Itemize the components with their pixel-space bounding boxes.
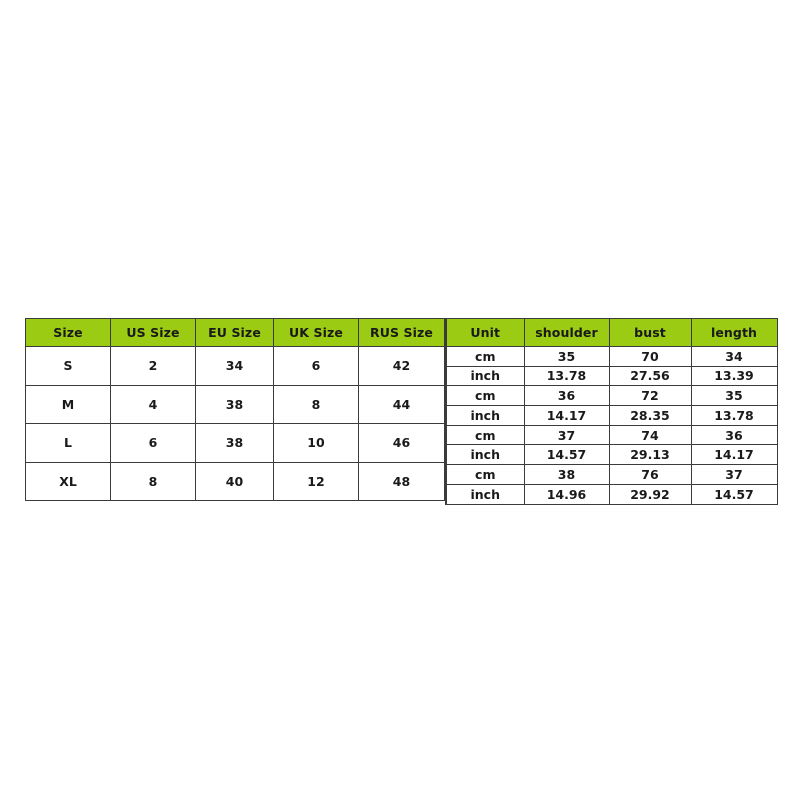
table-row: inch 14.57 29.13 14.17: [445, 444, 778, 466]
cell-eu-size: 38: [195, 423, 274, 463]
cell-shoulder: 38: [523, 464, 610, 485]
cell-unit: inch: [445, 365, 525, 387]
header-rus-size: RUS Size: [358, 318, 445, 347]
cell-us-size: 2: [110, 346, 196, 386]
cell-uk-size: 12: [273, 461, 359, 501]
cell-shoulder: 35: [523, 346, 610, 367]
cell-uk-size: 6: [273, 346, 359, 386]
cell-us-size: 8: [110, 461, 196, 501]
header-shoulder: shoulder: [523, 318, 610, 347]
cell-length: 14.57: [690, 483, 778, 505]
cell-shoulder: 37: [523, 424, 610, 446]
cell-unit: inch: [445, 483, 525, 505]
cell-rus-size: 42: [358, 346, 445, 386]
cell-unit: cm: [445, 385, 525, 407]
cell-length: 34: [690, 346, 778, 367]
cell-rus-size: 44: [358, 384, 445, 424]
header-eu-size: EU Size: [195, 318, 274, 347]
cell-bust: 72: [608, 385, 692, 407]
cell-eu-size: 34: [195, 346, 274, 386]
table-row: inch 14.17 28.35 13.78: [445, 405, 778, 426]
table-row: L 6 38 10 46: [25, 423, 445, 463]
table-row: inch 13.78 27.56 13.39: [445, 365, 778, 387]
table-row: inch 14.96 29.92 14.57: [445, 483, 778, 505]
cell-size: L: [25, 423, 111, 463]
header-us-size: US Size: [110, 318, 196, 347]
cell-shoulder: 14.57: [523, 444, 610, 466]
cell-length: 13.39: [690, 365, 778, 387]
cell-bust: 29.92: [608, 483, 692, 505]
cell-unit: cm: [445, 424, 525, 446]
header-uk-size: UK Size: [273, 318, 359, 347]
cell-unit: cm: [445, 346, 525, 367]
cell-bust: 28.35: [608, 405, 692, 426]
measurement-table-header-row: Unit shoulder bust length: [445, 318, 778, 347]
cell-rus-size: 46: [358, 423, 445, 463]
table-row: cm 36 72 35: [445, 385, 778, 407]
cell-bust: 27.56: [608, 365, 692, 387]
cell-uk-size: 8: [273, 384, 359, 424]
cell-us-size: 4: [110, 384, 196, 424]
cell-shoulder: 36: [523, 385, 610, 407]
cell-size: S: [25, 346, 111, 386]
table-row: cm 37 74 36: [445, 424, 778, 446]
cell-bust: 29.13: [608, 444, 692, 466]
cell-shoulder: 14.17: [523, 405, 610, 426]
cell-eu-size: 40: [195, 461, 274, 501]
cell-unit: inch: [445, 444, 525, 466]
cell-length: 13.78: [690, 405, 778, 426]
cell-unit: inch: [445, 405, 525, 426]
cell-size: XL: [25, 461, 111, 501]
size-chart: Size US Size EU Size UK Size RUS Size S …: [25, 318, 778, 505]
cell-us-size: 6: [110, 423, 196, 463]
cell-length: 37: [690, 464, 778, 485]
table-row: M 4 38 8 44: [25, 384, 445, 424]
cell-size: M: [25, 384, 111, 424]
table-row: S 2 34 6 42: [25, 346, 445, 386]
size-conversion-table: Size US Size EU Size UK Size RUS Size S …: [25, 318, 445, 501]
cell-uk-size: 10: [273, 423, 359, 463]
cell-bust: 70: [608, 346, 692, 367]
size-table-header-row: Size US Size EU Size UK Size RUS Size: [25, 318, 445, 347]
header-bust: bust: [608, 318, 692, 347]
cell-unit: cm: [445, 464, 525, 485]
header-size: Size: [25, 318, 111, 347]
cell-bust: 74: [608, 424, 692, 446]
measurement-table: Unit shoulder bust length cm 35 70 34 in…: [445, 318, 778, 505]
cell-length: 14.17: [690, 444, 778, 466]
cell-rus-size: 48: [358, 461, 445, 501]
cell-bust: 76: [608, 464, 692, 485]
cell-shoulder: 14.96: [523, 483, 610, 505]
cell-shoulder: 13.78: [523, 365, 610, 387]
cell-eu-size: 38: [195, 384, 274, 424]
table-row: cm 35 70 34: [445, 346, 778, 367]
cell-length: 35: [690, 385, 778, 407]
table-row: XL 8 40 12 48: [25, 461, 445, 501]
cell-length: 36: [690, 424, 778, 446]
table-row: cm 38 76 37: [445, 464, 778, 485]
header-unit: Unit: [445, 318, 525, 347]
header-length: length: [690, 318, 778, 347]
